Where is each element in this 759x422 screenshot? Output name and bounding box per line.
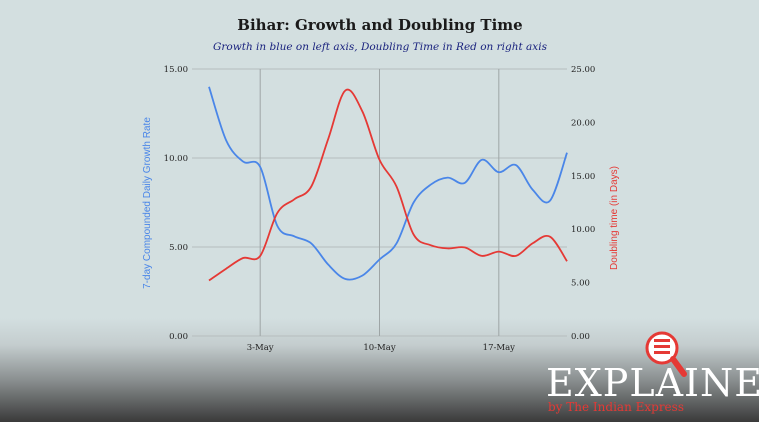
series-line-doubling-time bbox=[208, 88, 568, 282]
gridlines bbox=[192, 68, 567, 337]
series-lines bbox=[208, 86, 568, 282]
y-tick-label-right: 20.00 bbox=[571, 118, 595, 128]
magnifier-icon bbox=[645, 331, 687, 377]
y-tick-label-right: 15.00 bbox=[571, 172, 595, 182]
series-line-growth-rate bbox=[208, 86, 568, 281]
chart-title: Bihar: Growth and Doubling Time bbox=[237, 16, 522, 34]
tick-labels: 0.00 5.00 10.00 15.00 0.00 5.00 10.00 15.00 20.0… bbox=[164, 65, 596, 353]
explained-logo: EXPLAINED by The Indian Express bbox=[540, 330, 759, 418]
y-tick-label-right: 10.00 bbox=[571, 225, 595, 235]
y-tick-label-right: 0.00 bbox=[571, 332, 590, 342]
y-tick-label-left: 15.00 bbox=[164, 65, 188, 75]
y-tick-label-right: 25.00 bbox=[571, 65, 595, 75]
brand-byline: by The Indian Express bbox=[548, 400, 684, 414]
y-tick-label-left: 5.00 bbox=[169, 243, 188, 253]
y-tick-label-left: 10.00 bbox=[164, 154, 188, 164]
y-axis-label-right: Doubling time (in Days) bbox=[609, 166, 620, 270]
x-tick-label: 17-May bbox=[483, 343, 515, 353]
chart-subtitle: Growth in blue on left axis, Doubling Ti… bbox=[213, 41, 548, 53]
y-tick-label-right: 5.00 bbox=[571, 279, 590, 289]
explained-wordmark: EXPLAINED bbox=[546, 361, 759, 405]
x-tick-label: 3-May bbox=[247, 343, 274, 353]
y-axis-label-left: 7-day Compounded Daily Growth Rate bbox=[142, 117, 153, 289]
y-tick-label-left: 0.00 bbox=[169, 332, 188, 342]
x-tick-label: 10-May bbox=[363, 343, 395, 353]
